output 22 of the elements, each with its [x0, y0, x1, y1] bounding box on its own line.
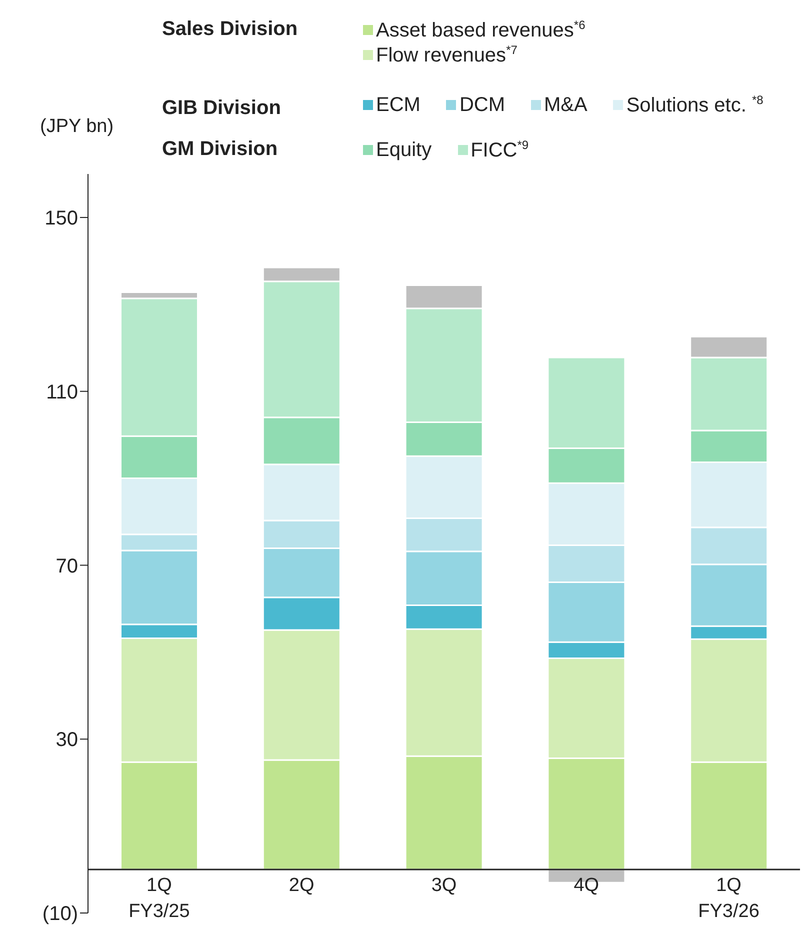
text: GM Division [162, 138, 278, 161]
y-tick-label: 110 [46, 381, 78, 404]
legend-label: FICC$^{*9}$ [470, 138, 529, 163]
x-tick-label: 4Q [574, 875, 600, 896]
x-tick-label: 2Q [288, 875, 314, 896]
y-axis-title: (JPY bn) [40, 116, 114, 138]
y-tick-label: 70 [56, 555, 78, 578]
y-tick-label: (10) [42, 903, 78, 926]
legend-label: Solutions etc. $^{*8}$ [626, 93, 764, 118]
y-tick-label: 150 [44, 208, 78, 230]
x-tick-label: 3Q [431, 875, 457, 896]
x-tick-label: 1Q FY3/25 [128, 875, 190, 922]
legend-label: Equity [376, 138, 432, 162]
y-tick-label: 30 [56, 729, 78, 752]
legend-label: Asset based revenues$^{*6}$ [376, 18, 586, 43]
text: Sales Division [162, 18, 298, 41]
x-tick-label: 1Q FY3/26 [698, 875, 760, 922]
legend-label: ECM [376, 94, 420, 117]
legend-label: DCM [459, 94, 505, 117]
legend-label: M&A [544, 94, 588, 117]
legend-label: Flow revenues$^{*7}$ [376, 43, 518, 68]
text: GIB Division [162, 97, 281, 120]
